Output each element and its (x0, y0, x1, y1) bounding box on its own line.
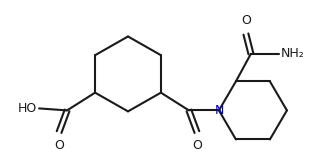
Text: N: N (215, 104, 225, 117)
Text: O: O (192, 139, 202, 152)
Text: NH₂: NH₂ (281, 47, 305, 60)
Text: HO: HO (18, 102, 37, 115)
Text: O: O (241, 14, 251, 27)
Text: O: O (54, 139, 64, 152)
